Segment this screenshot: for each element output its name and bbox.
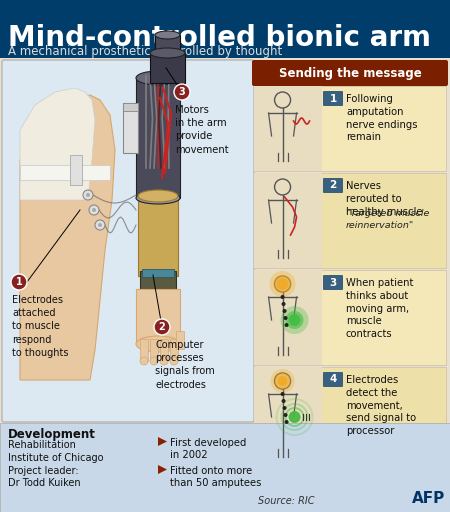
Text: 1: 1 [329, 94, 337, 103]
Circle shape [277, 278, 288, 290]
Bar [136, 289, 180, 344]
FancyBboxPatch shape [323, 91, 343, 106]
Bar [254, 86, 322, 171]
Ellipse shape [160, 357, 168, 365]
Bar [170, 339, 178, 361]
Polygon shape [158, 465, 167, 474]
Text: 1: 1 [16, 277, 22, 287]
Bar [176, 331, 184, 349]
Circle shape [278, 376, 288, 386]
Polygon shape [20, 95, 115, 380]
Text: 4: 4 [329, 374, 337, 385]
Circle shape [286, 311, 304, 329]
FancyBboxPatch shape [252, 60, 448, 86]
FancyBboxPatch shape [323, 275, 343, 290]
Bar [254, 173, 322, 268]
Text: Following
amputation
nerve endings
remain: Following amputation nerve endings remai… [346, 94, 418, 142]
Ellipse shape [170, 357, 178, 365]
Circle shape [284, 323, 288, 327]
Text: Rehabilitation
Institute of Chicago
Project leader:
Dr Todd Kuiken: Rehabilitation Institute of Chicago Proj… [8, 440, 104, 488]
Circle shape [270, 369, 295, 393]
Bar [150, 339, 158, 361]
Circle shape [98, 223, 102, 227]
Ellipse shape [136, 336, 180, 352]
Bar [254, 86, 446, 171]
Text: When patient
thinks about
moving arm,
muscle
contracts: When patient thinks about moving arm, mu… [346, 278, 414, 339]
Bar [254, 173, 446, 268]
Text: Sending the message: Sending the message [279, 67, 421, 79]
Text: Computer
processes
signals from
electrodes: Computer processes signals from electrod… [155, 340, 215, 390]
Circle shape [283, 406, 287, 410]
Circle shape [83, 190, 93, 200]
Bar [123, 103, 138, 153]
Bar [140, 271, 176, 291]
Bar [123, 103, 138, 111]
Circle shape [274, 373, 291, 389]
Text: 3: 3 [179, 87, 185, 97]
Bar [160, 339, 168, 361]
Circle shape [284, 316, 288, 320]
Text: "Targeted muscle
reinnervation": "Targeted muscle reinnervation" [346, 209, 429, 229]
Circle shape [95, 220, 105, 230]
Circle shape [280, 306, 309, 334]
Polygon shape [20, 88, 95, 200]
Ellipse shape [136, 71, 180, 85]
Text: 2: 2 [329, 181, 337, 190]
Text: 3: 3 [329, 278, 337, 288]
FancyBboxPatch shape [323, 178, 343, 193]
Bar [155, 35, 180, 55]
Text: Source: RIC: Source: RIC [258, 496, 315, 506]
Bar [254, 270, 322, 365]
Circle shape [86, 193, 90, 197]
Ellipse shape [140, 357, 148, 365]
Polygon shape [158, 437, 167, 446]
Text: AFP: AFP [412, 491, 445, 506]
FancyBboxPatch shape [323, 372, 343, 387]
Circle shape [274, 275, 292, 293]
Text: Nerves
rerouted to
healthy muscle: Nerves rerouted to healthy muscle [346, 181, 423, 217]
Ellipse shape [150, 48, 185, 58]
Circle shape [280, 295, 284, 299]
Circle shape [284, 420, 288, 424]
Circle shape [92, 208, 96, 212]
Text: Motors
in the arm
provide
movement: Motors in the arm provide movement [175, 105, 229, 155]
Bar [140, 339, 148, 361]
Bar [150, 53, 185, 83]
FancyBboxPatch shape [2, 60, 254, 422]
Bar [254, 367, 322, 467]
Text: A mechanical prosthetic controlled by thought: A mechanical prosthetic controlled by th… [8, 46, 282, 58]
Bar [0, 423, 450, 512]
Circle shape [174, 84, 190, 100]
Circle shape [11, 274, 27, 290]
Ellipse shape [155, 31, 180, 39]
Circle shape [89, 205, 99, 215]
Text: 2: 2 [158, 322, 166, 332]
Ellipse shape [138, 190, 178, 202]
Circle shape [154, 319, 170, 335]
Text: Mind-controlled bionic arm: Mind-controlled bionic arm [8, 24, 431, 52]
Circle shape [280, 392, 284, 396]
Circle shape [289, 412, 300, 422]
Text: Electrodes
detect the
movement,
send signal to
processor: Electrodes detect the movement, send sig… [346, 375, 416, 436]
Bar [20, 165, 110, 180]
Circle shape [282, 302, 286, 306]
Circle shape [270, 271, 296, 297]
Bar [70, 155, 82, 185]
Bar [136, 78, 180, 198]
Bar [142, 269, 174, 277]
Bar [138, 196, 178, 276]
Bar [254, 270, 446, 365]
Ellipse shape [136, 192, 180, 204]
Circle shape [284, 413, 288, 417]
Ellipse shape [150, 357, 158, 365]
Text: Electrodes
attached
to muscle
respond
to thoughts: Electrodes attached to muscle respond to… [12, 295, 68, 358]
Text: First developed
in 2002: First developed in 2002 [170, 438, 247, 460]
Circle shape [283, 309, 287, 313]
Circle shape [288, 314, 301, 326]
Text: Development: Development [8, 428, 96, 441]
Text: Fitted onto more
than 50 amputees: Fitted onto more than 50 amputees [170, 466, 261, 488]
Bar [0, 0, 450, 58]
Bar [254, 367, 446, 467]
Circle shape [282, 399, 286, 403]
